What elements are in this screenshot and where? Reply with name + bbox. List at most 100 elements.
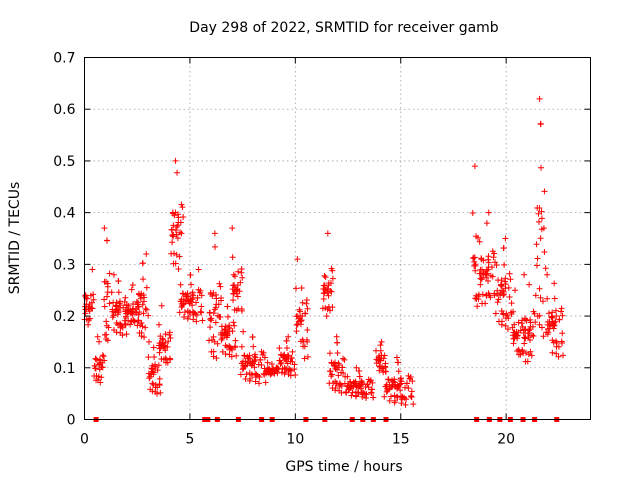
data-point xyxy=(103,336,110,343)
data-point xyxy=(207,324,214,331)
data-point xyxy=(99,364,106,371)
x-tick-label: 20 xyxy=(497,432,515,448)
data-point xyxy=(403,396,410,403)
data-point xyxy=(224,303,231,310)
data-point xyxy=(471,163,478,170)
data-point xyxy=(526,337,533,344)
data-point xyxy=(231,306,238,313)
data-point xyxy=(114,311,121,318)
data-point xyxy=(231,322,238,329)
data-point xyxy=(212,319,219,326)
data-point xyxy=(502,235,509,242)
chart-title: Day 298 of 2022, SRMTID for receiver gam… xyxy=(189,20,499,36)
data-point xyxy=(293,328,300,335)
data-point xyxy=(397,375,404,382)
data-point xyxy=(388,384,395,391)
data-point xyxy=(140,276,147,283)
data-point xyxy=(538,208,545,215)
data-point xyxy=(248,371,255,378)
x-tick-label: 10 xyxy=(286,432,304,448)
data-point xyxy=(103,237,110,244)
data-point xyxy=(149,368,156,375)
axis-ticks: 0 0.1 0.2 0.3 0.4 0.5 0.6 0.7 0 5 10 15 20 xyxy=(53,51,591,448)
data-point xyxy=(552,307,559,314)
data-point xyxy=(327,287,334,294)
data-point xyxy=(500,310,507,317)
data-point xyxy=(337,381,344,388)
data-point xyxy=(398,392,405,399)
data-point xyxy=(85,317,92,324)
data-point xyxy=(115,289,122,296)
data-point xyxy=(546,318,553,325)
data-point xyxy=(287,366,294,373)
data-point xyxy=(474,234,481,241)
data-point xyxy=(85,321,92,328)
data-point xyxy=(533,262,540,269)
data-point xyxy=(541,188,548,195)
data-point xyxy=(88,299,95,306)
data-point xyxy=(192,299,199,306)
data-point xyxy=(210,289,217,296)
data-point xyxy=(544,271,551,278)
data-point xyxy=(103,278,110,285)
data-point xyxy=(189,302,196,309)
data-point xyxy=(395,368,402,375)
data-point xyxy=(177,229,184,236)
data-point xyxy=(521,334,528,341)
data-point xyxy=(250,343,257,350)
data-point xyxy=(198,309,205,316)
data-point xyxy=(299,299,306,306)
data-point xyxy=(155,362,162,369)
data-point xyxy=(341,356,348,363)
data-point xyxy=(514,347,521,354)
data-point xyxy=(97,357,104,364)
data-point xyxy=(162,355,169,362)
data-point xyxy=(469,209,476,216)
data-point xyxy=(175,214,182,221)
data-point xyxy=(298,285,305,292)
data-point xyxy=(289,348,296,355)
data-point xyxy=(267,371,274,378)
data-point xyxy=(109,306,116,313)
data-point xyxy=(501,261,508,268)
data-point xyxy=(232,337,239,344)
data-point xyxy=(495,318,502,325)
data-point xyxy=(149,388,156,395)
data-point xyxy=(353,380,360,387)
data-point xyxy=(329,275,336,282)
data-point xyxy=(210,353,217,360)
data-point xyxy=(522,335,529,342)
data-point xyxy=(217,314,224,321)
data-point xyxy=(536,95,543,102)
data-point xyxy=(540,225,547,232)
data-point xyxy=(122,308,129,315)
data-point xyxy=(115,278,122,285)
y-tick-label: 0.6 xyxy=(53,102,75,118)
data-point xyxy=(103,293,110,300)
data-point xyxy=(537,121,544,128)
data-point xyxy=(479,266,486,273)
data-point xyxy=(170,233,177,240)
data-point xyxy=(383,381,390,388)
data-point xyxy=(91,362,98,369)
data-point xyxy=(239,366,246,373)
data-point xyxy=(231,273,238,280)
data-point xyxy=(538,215,545,222)
data-point xyxy=(559,352,566,359)
data-point xyxy=(320,296,327,303)
data-point xyxy=(502,322,509,329)
data-point xyxy=(198,292,205,299)
data-point xyxy=(242,376,249,383)
data-point xyxy=(483,220,490,227)
data-point xyxy=(243,371,250,378)
data-point xyxy=(373,347,380,354)
data-point xyxy=(141,334,148,341)
data-point xyxy=(166,329,173,336)
data-point xyxy=(325,292,332,299)
data-point xyxy=(168,250,175,257)
data-point xyxy=(185,298,192,305)
data-point xyxy=(136,309,143,316)
data-points xyxy=(81,95,566,422)
data-point xyxy=(333,380,340,387)
data-point xyxy=(89,266,96,273)
